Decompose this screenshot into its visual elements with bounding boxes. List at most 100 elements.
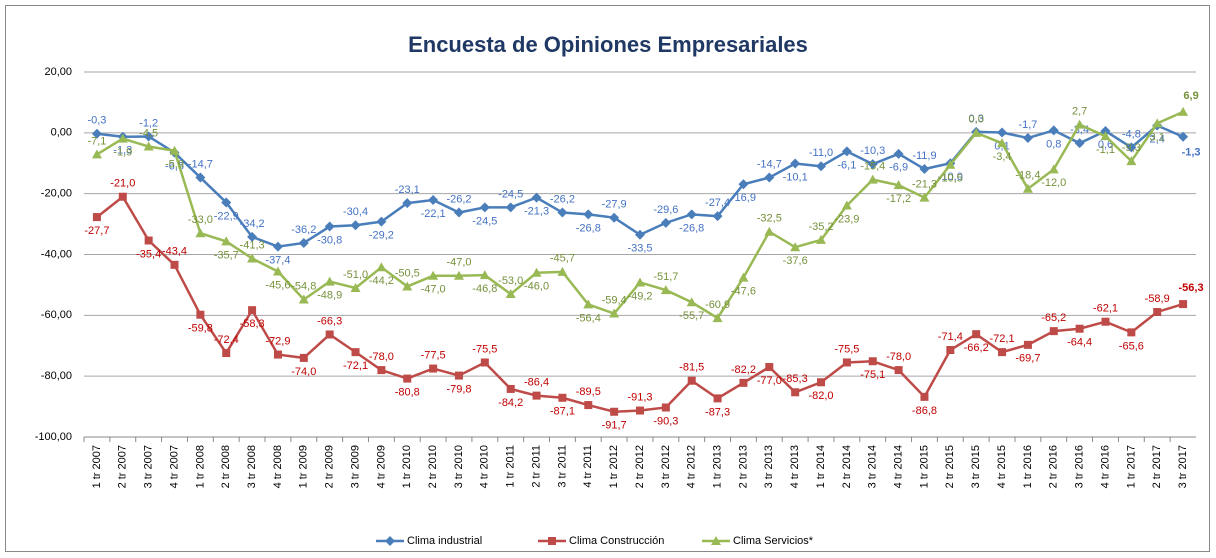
point [506,384,515,393]
data-label: -75,1 [860,369,885,381]
x-tick-label: 4 tr 2016 [1099,445,1111,488]
point [660,217,671,228]
point [790,158,801,169]
point [531,192,542,203]
data-label: -77,0 [757,375,782,387]
point [272,241,283,252]
point [273,350,282,359]
data-label: -22,9 [214,210,239,222]
x-tick-label: 3 tr 2010 [453,445,465,488]
x-tick-label: 2 tr 2017 [1151,445,1163,488]
point [143,141,154,151]
x-tick-label: 3 tr 2014 [867,445,879,488]
point [661,403,670,412]
point [635,277,645,287]
data-label: -23,9 [834,213,859,225]
point [894,366,903,375]
point [531,267,542,277]
x-tick-label: 4 tr 2007 [168,445,180,488]
point [660,285,671,295]
x-tick-label: 3 tr 2011 [556,445,568,488]
data-label: -21,0 [110,178,135,190]
data-label: -32,5 [757,213,782,225]
point [1126,156,1137,166]
data-label: -10,3 [860,145,885,157]
point [557,207,568,218]
data-label: -74,0 [291,366,316,378]
x-tick-label: 4 tr 2008 [272,445,284,488]
x-tick-label: 4 tr 2011 [582,445,594,488]
x-tick-label: 2 tr 2009 [324,445,336,488]
data-label: -27,9 [602,199,627,211]
data-label: -6,1 [837,159,856,171]
point [946,346,955,355]
point [1022,183,1033,193]
point [351,348,360,357]
x-tick-label: 1 tr 2015 [918,445,930,488]
data-label: -51,0 [343,269,368,281]
point [1178,106,1189,116]
point [583,209,594,220]
point [403,374,412,383]
point [893,180,904,190]
x-tick-label: 1 tr 2013 [711,445,723,488]
data-label: -5,9 [165,159,184,171]
x-tick-label: 3 tr 2007 [143,445,155,488]
data-label: -10,5 [938,173,963,185]
data-label: -60,9 [705,299,730,311]
data-label: -24,5 [472,215,497,227]
point [143,131,154,142]
data-label: -16,9 [731,192,756,204]
point [144,236,153,245]
data-label: -91,7 [602,420,627,432]
data-label: -35,2 [808,221,833,233]
point [1100,126,1111,137]
data-label: -26,8 [576,222,601,234]
data-label: -66,3 [317,315,342,327]
point [402,198,413,209]
data-label: -86,8 [912,405,937,417]
x-tick-label: 2 tr 2011 [530,445,542,488]
data-label: -71,4 [938,331,963,343]
point [1048,125,1059,136]
data-label: -33,5 [627,243,652,255]
x-tick-label: 2 tr 2008 [220,445,232,488]
point [92,213,101,222]
data-label: -21,3 [524,206,549,218]
point [841,146,852,157]
x-tick-label: 4 tr 2013 [789,445,801,488]
data-label: -65,6 [1119,340,1144,352]
data-label: -87,3 [705,406,730,418]
data-label: -49,2 [627,290,652,302]
data-label: -69,7 [1015,353,1040,365]
data-label: -21,3 [912,179,937,191]
point [222,349,231,358]
data-label: -24,5 [498,188,523,200]
point [636,406,644,415]
data-label: -79,8 [446,383,471,395]
point [532,391,541,400]
data-label: -45,6 [265,279,290,291]
point [765,363,774,372]
data-label: -75,5 [472,343,497,355]
point [791,388,800,397]
point [1126,142,1137,153]
point [558,393,567,402]
x-tick-label: 1 tr 2010 [401,445,413,488]
point [1101,317,1110,326]
x-tick-label: 4 tr 2014 [893,445,905,488]
x-tick-label: 4 tr 2009 [375,445,387,488]
point [739,378,748,387]
data-label: 2,4 [1150,133,1165,145]
point [299,353,308,362]
x-tick-label: 4 tr 2010 [479,445,491,488]
data-label: -36,2 [291,224,316,236]
data-label: -1,7 [1018,119,1037,131]
x-tick-label: 3 tr 2012 [660,445,672,488]
data-label: -50,5 [395,267,420,279]
x-tick-label: 1 tr 2017 [1125,445,1137,488]
data-label: -54,8 [291,280,316,292]
data-label: -72,1 [990,333,1015,345]
data-label: -59,4 [602,294,627,306]
data-label: -33,0 [188,214,213,226]
